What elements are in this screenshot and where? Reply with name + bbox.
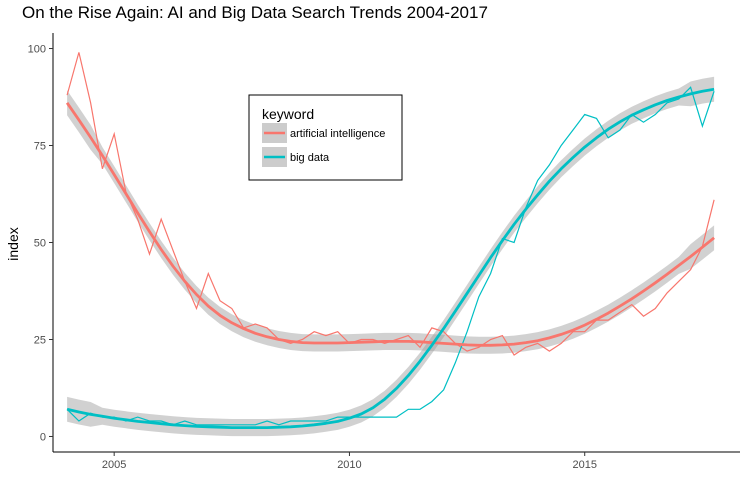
smooth-line-ai xyxy=(65,102,715,347)
y-tick-label: 25 xyxy=(34,334,46,346)
legend: keyword artificial intelligence big data xyxy=(248,94,403,181)
x-tick-label: 2015 xyxy=(572,459,596,471)
smooth-line-bigdata xyxy=(66,87,715,430)
y-axis-title: index xyxy=(5,227,21,260)
y-tick-label: 100 xyxy=(28,44,46,56)
legend-title: keyword xyxy=(262,106,314,122)
legend-label-bigdata: big data xyxy=(290,152,330,164)
smooth-trend-lines xyxy=(65,87,715,430)
legend-label-ai: artificial intelligence xyxy=(290,128,385,140)
x-tick-label: 2005 xyxy=(102,459,126,471)
smooth-confidence-bands xyxy=(67,76,715,437)
y-tick-label: 50 xyxy=(34,238,46,250)
y-tick-label: 75 xyxy=(34,141,46,153)
confidence-band-bigdata xyxy=(67,76,715,437)
x-axis-ticks: 2005 2010 2015 xyxy=(102,452,597,471)
chart-title: On the Rise Again: AI and Big Data Searc… xyxy=(22,3,488,22)
y-axis-ticks: 0 25 50 75 100 xyxy=(28,44,53,443)
x-tick-label: 2010 xyxy=(337,459,361,471)
y-tick-label: 0 xyxy=(40,431,46,443)
